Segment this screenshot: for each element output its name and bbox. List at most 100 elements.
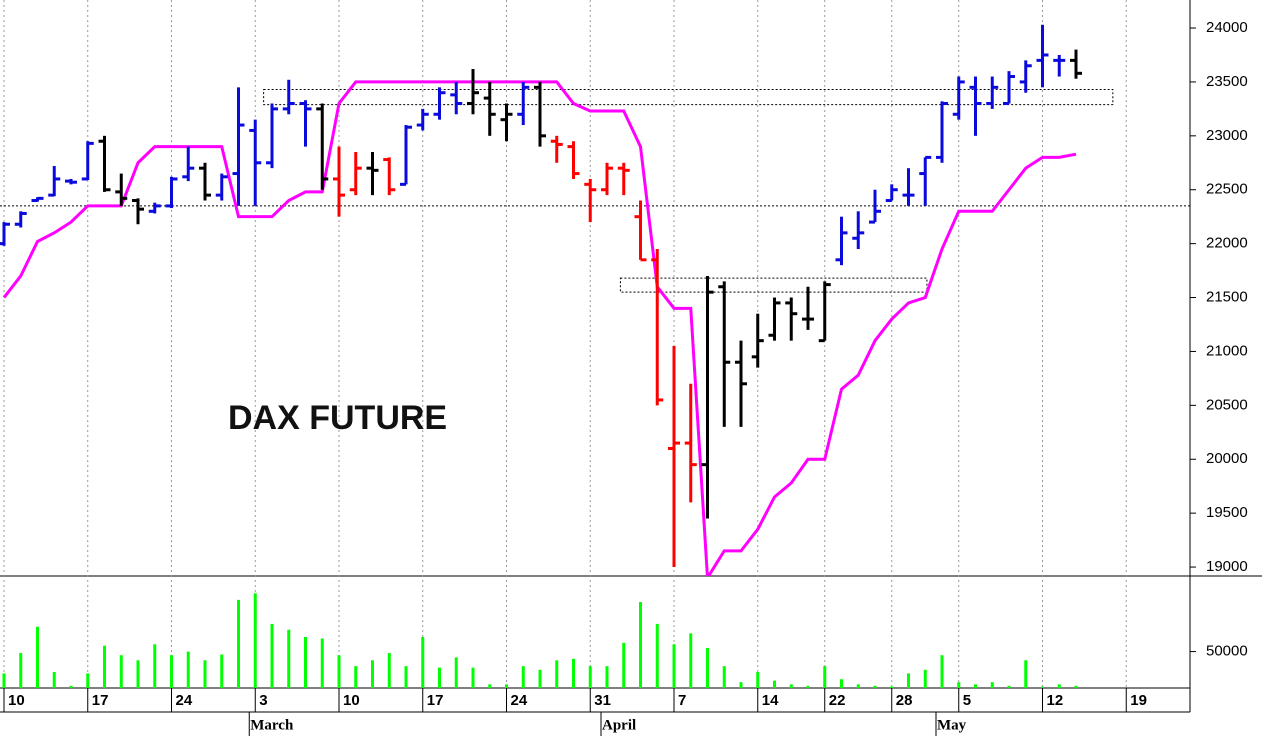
volume-bar bbox=[86, 673, 90, 688]
volume-bar bbox=[605, 666, 609, 688]
volume-bar bbox=[739, 682, 743, 688]
axes: 10 17 24 3 10 17 24 31 7 14 22 28 5 12 19 March April May… bbox=[3, 19, 1248, 736]
volume-bar bbox=[873, 685, 877, 688]
volume-bar bbox=[907, 673, 910, 688]
volume-bar bbox=[454, 657, 458, 688]
volume-bar bbox=[572, 658, 575, 688]
volume-bar bbox=[220, 654, 224, 688]
volume-bar bbox=[840, 679, 843, 688]
volume-bar bbox=[136, 660, 140, 688]
volume-bar bbox=[19, 653, 23, 688]
volume-bar bbox=[186, 651, 190, 688]
volume-bar bbox=[488, 684, 492, 688]
volume-bar bbox=[990, 682, 994, 688]
volume-bar bbox=[538, 669, 542, 688]
volume-bar bbox=[622, 642, 626, 688]
volume-bar bbox=[773, 680, 776, 688]
volume-bar bbox=[421, 637, 425, 688]
volume-bar bbox=[505, 684, 508, 688]
volume-bar bbox=[119, 655, 123, 688]
volume-bar bbox=[856, 684, 860, 688]
chart-title: DAX FUTURE bbox=[228, 399, 447, 437]
x-tick-label: 24 bbox=[511, 692, 528, 709]
y-tick-label: 23500 bbox=[1206, 73, 1248, 90]
volume-bar bbox=[1007, 685, 1011, 688]
y-tick-label: 19000 bbox=[1206, 558, 1248, 575]
y-tick-label: 21500 bbox=[1206, 289, 1248, 306]
zone bbox=[263, 88, 1114, 106]
month-label: May bbox=[937, 717, 967, 733]
volume-bar bbox=[69, 685, 73, 688]
volume-bar bbox=[438, 667, 441, 688]
volume-bar bbox=[287, 629, 291, 688]
volume-bar bbox=[304, 637, 307, 688]
volume-bar bbox=[555, 660, 559, 688]
volume-bar bbox=[371, 660, 374, 688]
volume-bar bbox=[270, 623, 274, 688]
volume-bar bbox=[940, 655, 944, 688]
volume-panel bbox=[2, 593, 1078, 688]
volume-bar bbox=[203, 660, 207, 688]
y-tick-label: 19500 bbox=[1206, 504, 1248, 521]
x-tick-label: 22 bbox=[829, 692, 846, 709]
volume-bar bbox=[1074, 685, 1078, 688]
volume-bar bbox=[957, 682, 961, 688]
y-tick-label: 20500 bbox=[1206, 396, 1248, 413]
volume-bar bbox=[52, 671, 56, 688]
volume-bar bbox=[237, 599, 240, 688]
volume-bar bbox=[354, 666, 358, 688]
month-label: March bbox=[250, 717, 294, 733]
volume-bar bbox=[672, 644, 676, 688]
zone bbox=[619, 277, 928, 293]
x-tick-label: 10 bbox=[343, 692, 360, 709]
x-tick-label: 17 bbox=[92, 692, 109, 709]
y-tick-label: 20000 bbox=[1206, 450, 1248, 467]
volume-bar bbox=[1057, 684, 1061, 688]
volume-bar bbox=[1041, 686, 1044, 688]
x-tick-label: 10 bbox=[8, 692, 25, 709]
y-tick-label: 22000 bbox=[1206, 235, 1248, 252]
y-tick-label: 21000 bbox=[1206, 342, 1248, 359]
x-tick-label: 31 bbox=[594, 692, 611, 709]
volume-bar bbox=[588, 666, 592, 688]
volume-bar bbox=[103, 645, 106, 688]
price-panel bbox=[0, 24, 1190, 576]
volume-bar bbox=[170, 655, 173, 688]
volume-bar bbox=[2, 673, 6, 688]
x-tick-label: 3 bbox=[259, 692, 267, 709]
volume-bar bbox=[890, 686, 894, 688]
volume-bar bbox=[974, 684, 977, 688]
volume-bar bbox=[36, 626, 39, 688]
volume-bar bbox=[823, 666, 827, 688]
volume-bar bbox=[722, 666, 726, 688]
volume-bar bbox=[689, 633, 693, 688]
volume-bar bbox=[337, 655, 341, 688]
y-tick-label: 22500 bbox=[1206, 181, 1248, 198]
volume-bar bbox=[639, 602, 642, 688]
volume-bar bbox=[706, 647, 709, 688]
volume-bar bbox=[253, 593, 257, 688]
month-label: April bbox=[602, 717, 636, 733]
y-tick-label: 50000 bbox=[1206, 643, 1248, 660]
volume-bar bbox=[320, 638, 324, 688]
volume-bar bbox=[521, 666, 525, 688]
volume-bar bbox=[387, 653, 391, 688]
y-tick-label: 23000 bbox=[1206, 127, 1248, 144]
x-tick-label: 17 bbox=[427, 692, 444, 709]
x-tick-label: 19 bbox=[1130, 692, 1147, 709]
x-tick-label: 24 bbox=[176, 692, 193, 709]
x-tick-label: 28 bbox=[896, 692, 913, 709]
x-tick-label: 14 bbox=[762, 692, 779, 709]
x-tick-label: 7 bbox=[678, 692, 686, 709]
volume-bar bbox=[756, 671, 760, 688]
volume-bar bbox=[153, 644, 157, 688]
y-tick-label: 24000 bbox=[1206, 19, 1248, 36]
volume-bar bbox=[923, 669, 927, 688]
volume-bar bbox=[404, 666, 408, 688]
volume-bar bbox=[655, 623, 659, 688]
volume-bar bbox=[1024, 660, 1028, 688]
x-tick-label: 12 bbox=[1047, 692, 1064, 709]
volume-bar bbox=[471, 667, 475, 688]
volume-bar bbox=[806, 685, 810, 688]
